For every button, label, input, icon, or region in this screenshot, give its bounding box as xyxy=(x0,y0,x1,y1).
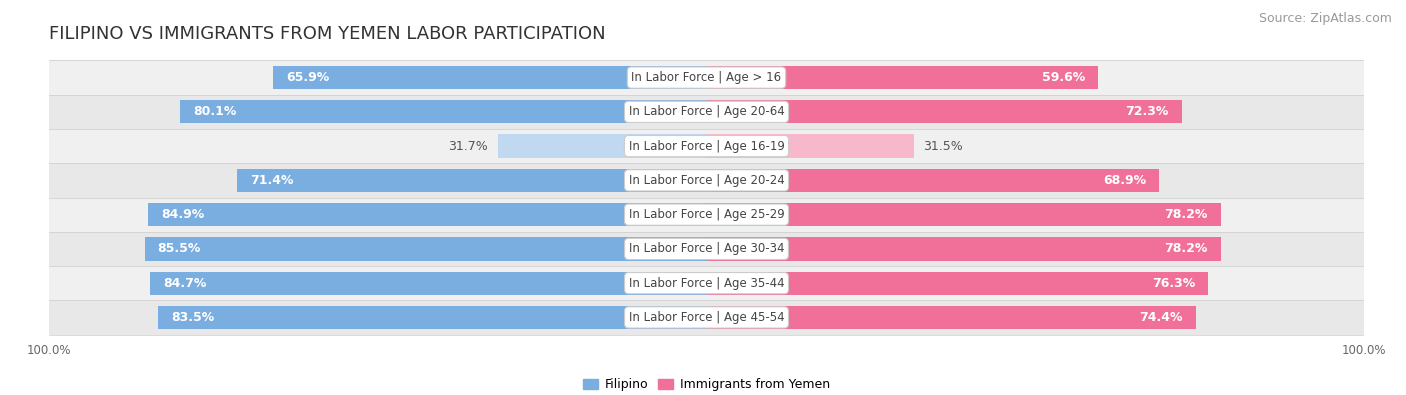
Bar xyxy=(150,271,707,295)
Bar xyxy=(707,237,1220,261)
Bar xyxy=(273,66,707,89)
Text: 74.4%: 74.4% xyxy=(1139,311,1182,324)
Text: In Labor Force | Age 35-44: In Labor Force | Age 35-44 xyxy=(628,276,785,290)
Bar xyxy=(157,306,707,329)
Bar xyxy=(49,95,1364,129)
Text: 31.7%: 31.7% xyxy=(449,139,488,152)
Text: 71.4%: 71.4% xyxy=(250,174,294,187)
Bar xyxy=(707,66,1098,89)
Bar xyxy=(707,169,1160,192)
Text: In Labor Force | Age 30-34: In Labor Force | Age 30-34 xyxy=(628,243,785,256)
Bar xyxy=(707,271,1208,295)
Bar xyxy=(707,203,1220,226)
Bar xyxy=(49,266,1364,300)
Bar xyxy=(149,203,707,226)
Bar xyxy=(707,100,1182,124)
Bar xyxy=(707,134,914,158)
Text: 65.9%: 65.9% xyxy=(287,71,330,84)
Bar xyxy=(145,237,707,261)
Bar xyxy=(498,134,707,158)
Text: 72.3%: 72.3% xyxy=(1125,105,1168,118)
Text: In Labor Force | Age 20-24: In Labor Force | Age 20-24 xyxy=(628,174,785,187)
Bar xyxy=(49,60,1364,95)
Text: 80.1%: 80.1% xyxy=(193,105,236,118)
Text: In Labor Force | Age > 16: In Labor Force | Age > 16 xyxy=(631,71,782,84)
Text: 84.7%: 84.7% xyxy=(163,276,207,290)
Text: In Labor Force | Age 25-29: In Labor Force | Age 25-29 xyxy=(628,208,785,221)
Text: 59.6%: 59.6% xyxy=(1042,71,1085,84)
Text: FILIPINO VS IMMIGRANTS FROM YEMEN LABOR PARTICIPATION: FILIPINO VS IMMIGRANTS FROM YEMEN LABOR … xyxy=(49,24,606,43)
Bar xyxy=(707,306,1195,329)
Text: In Labor Force | Age 20-64: In Labor Force | Age 20-64 xyxy=(628,105,785,118)
Text: 31.5%: 31.5% xyxy=(924,139,963,152)
Text: 78.2%: 78.2% xyxy=(1164,243,1208,256)
Text: In Labor Force | Age 16-19: In Labor Force | Age 16-19 xyxy=(628,139,785,152)
Text: 78.2%: 78.2% xyxy=(1164,208,1208,221)
Bar xyxy=(49,300,1364,335)
Text: In Labor Force | Age 45-54: In Labor Force | Age 45-54 xyxy=(628,311,785,324)
Text: 85.5%: 85.5% xyxy=(157,243,201,256)
Bar xyxy=(49,163,1364,198)
Bar xyxy=(49,232,1364,266)
Legend: Filipino, Immigrants from Yemen: Filipino, Immigrants from Yemen xyxy=(578,373,835,395)
Bar xyxy=(238,169,707,192)
Bar xyxy=(180,100,707,124)
Bar xyxy=(49,129,1364,163)
Bar xyxy=(49,198,1364,232)
Text: 84.9%: 84.9% xyxy=(162,208,205,221)
Text: 76.3%: 76.3% xyxy=(1152,276,1195,290)
Text: Source: ZipAtlas.com: Source: ZipAtlas.com xyxy=(1258,12,1392,25)
Text: 83.5%: 83.5% xyxy=(170,311,214,324)
Text: 68.9%: 68.9% xyxy=(1104,174,1146,187)
